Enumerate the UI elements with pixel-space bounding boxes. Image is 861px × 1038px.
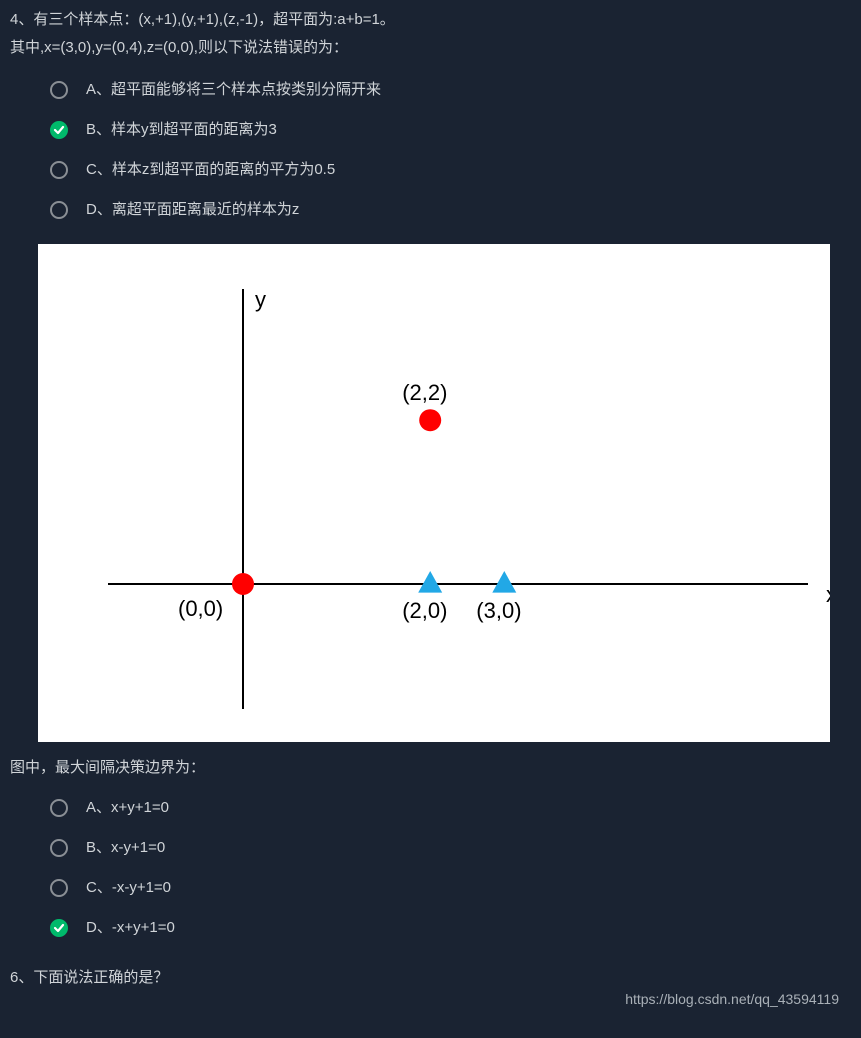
radio-icon[interactable] <box>50 81 68 99</box>
q5-option-B[interactable]: B、x-y+1=0 <box>10 828 851 868</box>
x-axis-label: x <box>826 582 830 607</box>
q5-number: 5、 <box>0 490 5 514</box>
q4-number: 4、 <box>10 11 33 28</box>
y-axis-label: y <box>255 287 266 312</box>
radio-icon[interactable] <box>50 799 68 817</box>
radio-icon[interactable] <box>50 161 68 179</box>
radio-selected-icon[interactable] <box>50 919 68 937</box>
q4-option-B-label: B、样本y到超平面的距离为3 <box>86 118 277 142</box>
q6-number: 6、 <box>10 969 33 986</box>
chart-point-circle <box>232 573 254 595</box>
chart-point-triangle <box>492 571 516 593</box>
radio-icon[interactable] <box>50 839 68 857</box>
q4-stem-line2: 其中,x=(3,0),y=(0,4),z=(0,0),则以下说法错误的为： <box>10 36 851 60</box>
q4-option-B[interactable]: B、样本y到超平面的距离为3 <box>10 110 851 150</box>
chart-point-circle <box>419 409 441 431</box>
q5-stem: 图中，最大间隔决策边界为： <box>10 756 851 780</box>
chart-point-label: (3,0) <box>476 598 521 623</box>
q4-option-D[interactable]: D、离超平面距离最近的样本为z <box>10 190 851 230</box>
q5-option-A-label: A、x+y+1=0 <box>86 796 169 820</box>
q5-option-C[interactable]: C、-x-y+1=0 <box>10 868 851 908</box>
q4-option-A-label: A、超平面能够将三个样本点按类别分隔开来 <box>86 78 381 102</box>
radio-icon[interactable] <box>50 201 68 219</box>
q5-option-D-label: D、-x+y+1=0 <box>86 916 175 940</box>
chart-point-label: (2,2) <box>402 380 447 405</box>
watermark: https://blog.csdn.net/qq_43594119 <box>625 988 839 1010</box>
q5-option-D[interactable]: D、-x+y+1=0 <box>10 908 851 948</box>
q5-option-C-label: C、-x-y+1=0 <box>86 876 171 900</box>
q5-option-A[interactable]: A、x+y+1=0 <box>10 788 851 828</box>
chart-point-triangle <box>418 571 442 593</box>
q6-stem: 6、下面说法正确的是？ <box>10 966 851 990</box>
chart-point-label: (0,0) <box>178 596 223 621</box>
q5-chart: y x (0,0) (2,2) (2,0) (3,0) <box>38 244 830 742</box>
radio-selected-icon[interactable] <box>50 121 68 139</box>
q4-option-C-label: C、样本z到超平面的距离的平方为0.5 <box>86 158 335 182</box>
chart-point-label: (2,0) <box>402 598 447 623</box>
q4-stem-line1: 4、有三个样本点：(x,+1),(y,+1),(z,-1)，超平面为:a+b=1… <box>10 8 851 32</box>
q4-option-D-label: D、离超平面距离最近的样本为z <box>86 198 299 222</box>
q4-option-C[interactable]: C、样本z到超平面的距离的平方为0.5 <box>10 150 851 190</box>
q4-option-A[interactable]: A、超平面能够将三个样本点按类别分隔开来 <box>10 70 851 110</box>
radio-icon[interactable] <box>50 879 68 897</box>
q5-option-B-label: B、x-y+1=0 <box>86 836 165 860</box>
